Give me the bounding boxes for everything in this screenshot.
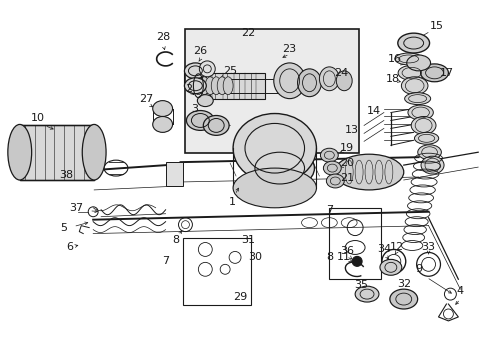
Text: 16: 16: [387, 54, 401, 64]
Ellipse shape: [407, 105, 432, 120]
Bar: [165, 162, 183, 186]
Ellipse shape: [410, 117, 435, 134]
Ellipse shape: [420, 156, 443, 174]
Text: 23: 23: [282, 44, 296, 54]
Ellipse shape: [233, 113, 316, 183]
Ellipse shape: [197, 95, 213, 107]
Text: 26: 26: [193, 46, 207, 56]
Text: 25: 25: [223, 66, 237, 76]
Ellipse shape: [186, 111, 214, 130]
Ellipse shape: [205, 77, 215, 95]
Text: 27: 27: [139, 94, 153, 104]
Ellipse shape: [320, 148, 338, 162]
Ellipse shape: [404, 93, 430, 105]
Text: 29: 29: [232, 292, 246, 302]
Ellipse shape: [354, 286, 378, 302]
Text: 28: 28: [156, 32, 170, 42]
Text: 17: 17: [439, 68, 452, 78]
Text: 19: 19: [340, 143, 353, 153]
Text: 20: 20: [340, 158, 353, 168]
Text: 24: 24: [333, 68, 347, 78]
Ellipse shape: [323, 161, 341, 175]
Ellipse shape: [233, 168, 316, 208]
Text: 32: 32: [396, 279, 410, 289]
Ellipse shape: [397, 33, 428, 53]
Ellipse shape: [297, 69, 321, 96]
Text: 7: 7: [162, 256, 169, 266]
Text: 34: 34: [376, 244, 390, 255]
Ellipse shape: [414, 132, 438, 144]
Text: 36: 36: [340, 247, 353, 256]
Ellipse shape: [336, 71, 351, 91]
Bar: [185, 29, 358, 153]
Text: 12: 12: [389, 243, 403, 252]
Ellipse shape: [152, 117, 172, 132]
Ellipse shape: [193, 77, 203, 95]
Text: 11: 11: [337, 252, 350, 262]
Ellipse shape: [217, 77, 226, 95]
Text: 7: 7: [325, 205, 332, 215]
Text: 9: 9: [414, 264, 421, 274]
Text: 2: 2: [184, 84, 192, 94]
Ellipse shape: [273, 63, 305, 99]
Circle shape: [351, 256, 361, 266]
Text: 35: 35: [353, 280, 367, 290]
Text: 15: 15: [428, 21, 443, 31]
Ellipse shape: [8, 125, 32, 180]
Ellipse shape: [334, 154, 403, 190]
Ellipse shape: [420, 64, 447, 82]
Text: 18: 18: [385, 74, 399, 84]
Text: 3: 3: [190, 104, 198, 113]
Ellipse shape: [184, 63, 206, 79]
Text: 31: 31: [241, 234, 254, 244]
Text: 10: 10: [31, 113, 44, 123]
Ellipse shape: [223, 77, 233, 95]
Ellipse shape: [203, 116, 229, 135]
Ellipse shape: [394, 53, 422, 65]
Text: 1: 1: [228, 197, 235, 207]
Text: 8: 8: [325, 252, 332, 262]
Ellipse shape: [244, 146, 314, 190]
Text: 4: 4: [456, 286, 463, 296]
Ellipse shape: [401, 77, 427, 95]
Text: 33: 33: [421, 243, 435, 252]
Bar: [183, 238, 250, 305]
Text: 13: 13: [345, 125, 358, 135]
Bar: [20, 125, 94, 180]
Ellipse shape: [389, 289, 417, 309]
Ellipse shape: [406, 55, 429, 71]
Text: 37: 37: [69, 203, 83, 213]
Circle shape: [199, 61, 215, 77]
Ellipse shape: [184, 78, 206, 94]
Ellipse shape: [379, 260, 401, 275]
Ellipse shape: [152, 100, 172, 117]
Text: 14: 14: [366, 105, 380, 116]
Bar: [328, 208, 380, 279]
Text: 22: 22: [241, 28, 255, 38]
Text: 5: 5: [60, 222, 67, 233]
Ellipse shape: [82, 125, 106, 180]
Text: 21: 21: [340, 173, 353, 183]
Ellipse shape: [211, 77, 221, 95]
Ellipse shape: [199, 77, 209, 95]
Text: 8: 8: [172, 234, 179, 244]
Ellipse shape: [325, 174, 344, 188]
Text: 6: 6: [66, 243, 73, 252]
Text: 30: 30: [247, 252, 262, 262]
Ellipse shape: [417, 145, 441, 159]
Ellipse shape: [397, 66, 425, 80]
Ellipse shape: [319, 67, 339, 91]
Text: 38: 38: [59, 170, 73, 180]
Bar: [210, 73, 264, 99]
